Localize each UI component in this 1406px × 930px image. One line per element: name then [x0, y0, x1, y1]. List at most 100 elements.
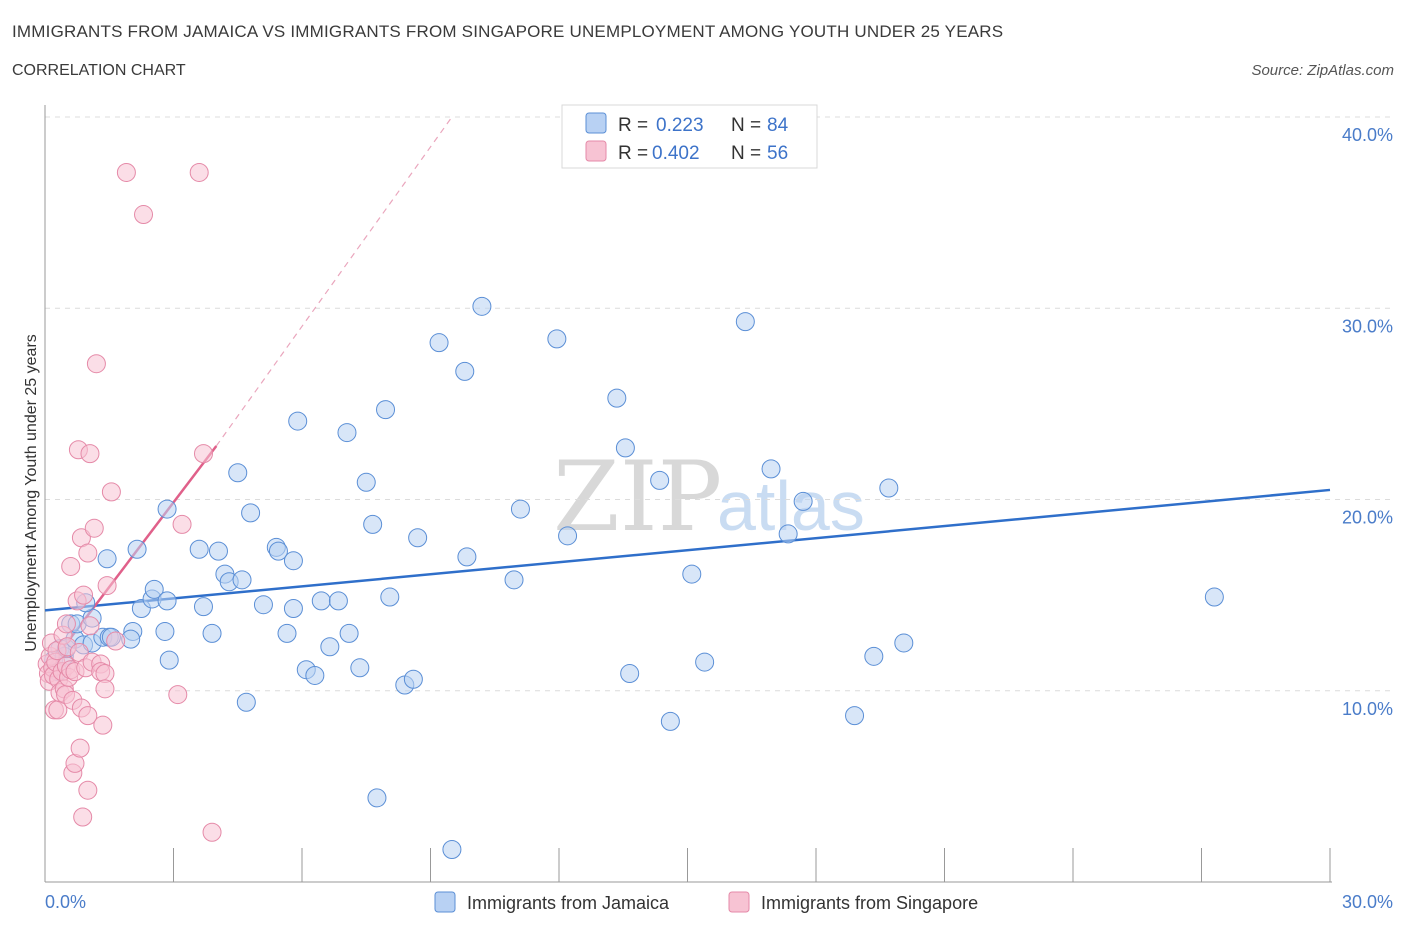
- point-jamaica-50: [350, 658, 370, 678]
- legend-n-label-singapore: N =: [731, 143, 761, 164]
- bottom-legend-swatch-jamaica: [434, 891, 456, 913]
- point-jamaica-80: [864, 646, 884, 666]
- source-label: Source: ZipAtlas.com: [1251, 62, 1394, 79]
- point-singapore-57: [193, 444, 213, 464]
- point-singapore-55: [172, 514, 192, 534]
- point-singapore-42: [84, 518, 104, 538]
- point-jamaica-55: [380, 587, 400, 607]
- point-jamaica-28: [202, 623, 222, 643]
- point-jamaica-62: [455, 361, 475, 381]
- point-jamaica-47: [328, 591, 348, 611]
- legend-r-label-jamaica: R =: [618, 115, 648, 136]
- y-tick-label-0: 10.0%: [1342, 699, 1393, 719]
- point-singapore-47: [93, 715, 113, 735]
- point-jamaica-82: [894, 633, 914, 653]
- point-jamaica-63: [472, 296, 492, 316]
- point-jamaica-22: [157, 591, 177, 611]
- legend-r-value-singapore: 0.402: [652, 143, 700, 164]
- point-jamaica-38: [268, 541, 288, 561]
- x-tick-label-1: 30.0%: [1342, 892, 1393, 912]
- y-tick-label-3: 40.0%: [1342, 125, 1393, 145]
- point-singapore-38: [78, 706, 98, 726]
- point-jamaica-67: [558, 526, 578, 546]
- point-jamaica-16: [127, 539, 147, 559]
- trend-line-singapore-extension: [215, 116, 453, 447]
- point-singapore-58: [202, 822, 222, 842]
- point-singapore-53: [134, 205, 154, 225]
- point-singapore-52: [116, 162, 136, 182]
- chart-subtitle: CORRELATION CHART: [12, 62, 186, 79]
- point-jamaica-83: [1204, 587, 1224, 607]
- point-singapore-54: [168, 685, 188, 705]
- point-jamaica-66: [547, 329, 567, 349]
- axes: [44, 105, 1332, 883]
- point-jamaica-34: [236, 692, 256, 712]
- watermark-zip: ZIP: [553, 441, 722, 553]
- point-jamaica-33: [232, 570, 252, 590]
- y-tick-label-2: 30.0%: [1342, 316, 1393, 336]
- chart-title: IMMIGRANTS FROM JAMAICA VS IMMIGRANTS FR…: [12, 22, 1004, 41]
- point-jamaica-78: [793, 491, 813, 511]
- legend-r-label-singapore: R =: [618, 143, 648, 164]
- point-jamaica-74: [695, 652, 715, 672]
- point-singapore-36: [78, 543, 98, 563]
- data-points: [37, 162, 1224, 859]
- point-jamaica-69: [615, 438, 635, 458]
- point-jamaica-77: [778, 524, 798, 544]
- point-jamaica-72: [660, 711, 680, 731]
- point-jamaica-29: [208, 541, 228, 561]
- stats-legend: R = 0.223 N = 84 R = 0.402 N = 56: [561, 104, 818, 169]
- bottom-legend-swatch-singapore: [728, 891, 750, 913]
- point-jamaica-25: [157, 499, 177, 519]
- point-jamaica-79: [845, 706, 865, 726]
- point-jamaica-14: [97, 549, 117, 569]
- point-singapore-21: [61, 556, 81, 576]
- point-jamaica-26: [189, 539, 209, 559]
- series-legend: Immigrants from Jamaica Immigrants from …: [434, 891, 978, 913]
- point-jamaica-64: [504, 570, 524, 590]
- legend-n-label-jamaica: N =: [731, 115, 761, 136]
- point-jamaica-59: [429, 333, 449, 353]
- legend-swatch-singapore: [585, 140, 607, 162]
- point-singapore-33: [73, 807, 93, 827]
- point-jamaica-57: [403, 669, 423, 689]
- point-jamaica-21: [144, 579, 164, 599]
- point-singapore-48: [95, 679, 115, 699]
- point-jamaica-46: [320, 637, 340, 657]
- trend-line-jamaica: [44, 488, 1331, 612]
- legend-r-value-jamaica: 0.223: [656, 115, 704, 136]
- point-jamaica-42: [288, 411, 308, 431]
- point-jamaica-23: [155, 621, 175, 641]
- point-jamaica-71: [650, 470, 670, 490]
- point-singapore-17: [56, 614, 76, 634]
- point-jamaica-61: [457, 547, 477, 567]
- point-singapore-40: [80, 444, 100, 464]
- grid-lines: [45, 116, 1395, 692]
- point-singapore-39: [80, 616, 100, 636]
- point-jamaica-40: [283, 599, 303, 619]
- point-jamaica-39: [277, 623, 297, 643]
- point-jamaica-60: [442, 839, 462, 859]
- point-jamaica-35: [241, 503, 261, 523]
- tick-labels: 10.0% 20.0% 30.0% 40.0% 0.0% 30.0%: [45, 125, 1393, 912]
- point-jamaica-58: [408, 528, 428, 548]
- point-jamaica-48: [337, 423, 357, 443]
- point-singapore-49: [97, 576, 117, 596]
- legend-swatch-jamaica: [585, 112, 607, 134]
- point-jamaica-32: [228, 463, 248, 483]
- legend-n-value-jamaica: 84: [767, 115, 789, 136]
- point-jamaica-24: [159, 650, 179, 670]
- y-axis-label: Unemployment Among Youth under 25 years: [23, 334, 40, 652]
- point-singapore-51: [106, 631, 126, 651]
- point-jamaica-53: [367, 788, 387, 808]
- point-singapore-37: [78, 780, 98, 800]
- point-jamaica-51: [356, 472, 376, 492]
- point-jamaica-27: [193, 597, 213, 617]
- point-jamaica-75: [735, 312, 755, 332]
- point-jamaica-73: [682, 564, 702, 584]
- point-jamaica-36: [253, 595, 273, 615]
- bottom-legend-label-singapore: Immigrants from Singapore: [761, 893, 978, 913]
- y-tick-label-1: 20.0%: [1342, 508, 1393, 528]
- point-jamaica-44: [305, 665, 325, 685]
